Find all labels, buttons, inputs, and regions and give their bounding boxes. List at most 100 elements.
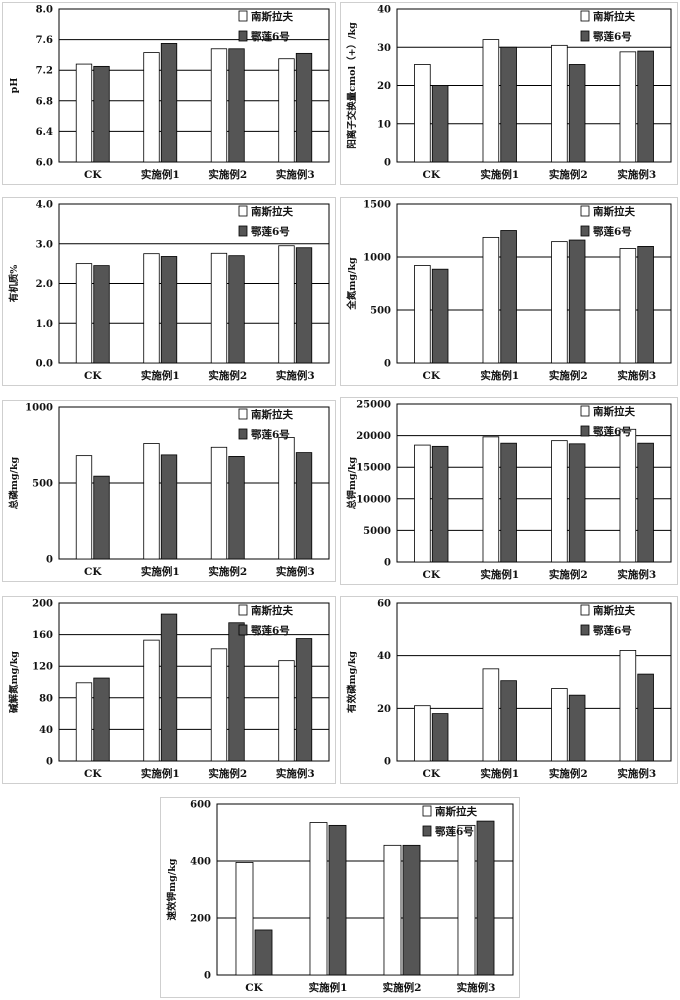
legend-swatch [580,405,590,417]
bar [143,253,160,364]
legend-swatch [580,425,590,437]
y-tick-label: 25000 [356,400,391,411]
y-tick-label: 15000 [356,463,391,474]
y-tick-label: 0 [384,158,391,169]
bar [160,454,178,560]
y-tick-label: 0 [46,555,53,566]
legend-label: 鄂莲6号 [593,225,632,238]
chart-panel-ph: 6.0 6.4 6.8 7.2 7.6 8.0 pH CK 实施例1 实施例2 实施例3 南斯拉夫 鄂莲… [2,2,336,185]
chart-panel-available-phosphorus: 0 20 40 60 有效磷mg/kg CK 实施例1 实施例2 实施例3 南斯拉夫 鄂莲6号 [340,596,678,784]
x-tick-label: 实施例3 [276,369,315,382]
bar [551,241,568,364]
legend-label: 南斯拉夫 [251,604,293,617]
x-tick-label: 实施例3 [457,981,496,994]
chart-svg: 0 40 80 120 160 200 碱解氮mg/kg CK 实施例1 实施例2 实施例3 南斯拉夫… [8,599,330,780]
chart-panel-alkali-nitrogen: 0 40 80 120 160 200 碱解氮mg/kg CK 实施例1 实施例2 实施例3 南斯拉夫… [2,596,336,784]
legend-swatch [238,30,248,42]
bar [295,452,313,560]
chart-svg: 6.0 6.4 6.8 7.2 7.6 8.0 pH CK 实施例1 实施例2 实施例3 南斯拉夫鄂莲… [9,5,330,181]
bar [482,236,500,364]
bar [160,613,178,762]
y-tick-label: 60 [377,599,391,610]
bar [228,48,245,163]
x-tick-label: CK [423,768,441,780]
y-tick-label: 0.0 [36,359,53,370]
bar [210,48,228,163]
bar [93,265,110,364]
bar [568,694,586,762]
plot-area [216,803,514,976]
bar [278,437,295,560]
bar [637,246,654,364]
x-tick-label: CK [84,169,102,181]
bar [210,648,228,762]
bar [637,673,654,762]
x-tick-label: 实施例2 [549,568,588,581]
bar [210,446,228,560]
bar [295,52,313,163]
y-tick-label: 6.8 [36,96,53,107]
bar [431,445,449,563]
chart-panel-organic-matter: 0.0 1.0 2.0 3.0 4.0 有机质% CK 实施例1 实施例2 实施例3 南斯拉夫 鄂莲6… [2,197,336,386]
x-tick-label: 实施例3 [276,767,315,780]
y-tick-label: 400 [190,857,211,868]
legend-swatch [238,225,248,237]
x-tick-label: 实施例2 [383,981,422,994]
legend-label: 鄂莲6号 [593,624,632,637]
legend-swatch [238,428,248,440]
bar [551,688,568,762]
bar [93,677,110,762]
bar [228,622,245,762]
bar [309,822,328,976]
bar [328,824,347,976]
bar [500,230,517,364]
x-tick-label: CK [423,169,441,181]
x-tick-label: 实施例3 [276,565,315,578]
bar [414,444,431,563]
legend-swatch [422,825,432,837]
legend-label: 南斯拉夫 [593,405,635,418]
bar [228,456,245,560]
y-tick-label: 40 [377,5,391,16]
bar [568,64,586,163]
bar [637,50,654,163]
y-tick-label: 20000 [356,431,391,442]
legend-label: 鄂莲6号 [251,225,290,238]
bar [414,64,431,163]
legend-label: 鄂莲6号 [251,624,290,637]
chart-panel-available-potassium: 0 200 400 600 速效钾mg/kg CK 实施例1 实施例2 实施例3 南斯拉夫 鄂莲6号 [160,797,520,998]
y-tick-label: 10 [377,119,391,130]
y-tick-label: 0 [204,971,211,982]
x-tick-label: 实施例2 [208,565,247,578]
bar [228,255,245,364]
bar [278,660,295,762]
y-tick-label: 600 [190,800,211,811]
chart-panel-total-phosphorus: 0 500 1000 总磷mg/kg CK 实施例1 实施例2 实施例3 南斯拉夫 鄂莲6号 [2,400,336,582]
bar [93,65,110,163]
bar [500,680,517,762]
x-tick-label: 实施例3 [617,369,656,382]
y-tick-label: 0 [384,359,391,370]
bar [75,263,93,364]
y-tick-label: 200 [32,599,53,610]
y-tick-label: 7.6 [36,35,53,46]
y-axis-label: 碱解氮mg/kg [8,651,20,713]
bar [637,442,654,563]
plot-area [58,203,330,364]
chart-svg: 0 10 20 30 40 阳离子交换量cmol（+）/kg CK 实施例1 实施例2 实施例3 南… [346,5,672,181]
bar [619,248,637,364]
legend-label: 南斯拉夫 [251,205,293,218]
legend-swatch [580,225,590,237]
bar [295,247,313,364]
y-tick-label: 80 [39,693,53,704]
bar [278,58,295,163]
plot-area [58,8,330,163]
y-tick-label: 2.0 [36,279,53,290]
plot-area [396,602,672,762]
bar [457,824,476,976]
legend-label: 南斯拉夫 [593,205,635,218]
y-tick-label: 0 [46,757,53,768]
bar [75,63,93,163]
